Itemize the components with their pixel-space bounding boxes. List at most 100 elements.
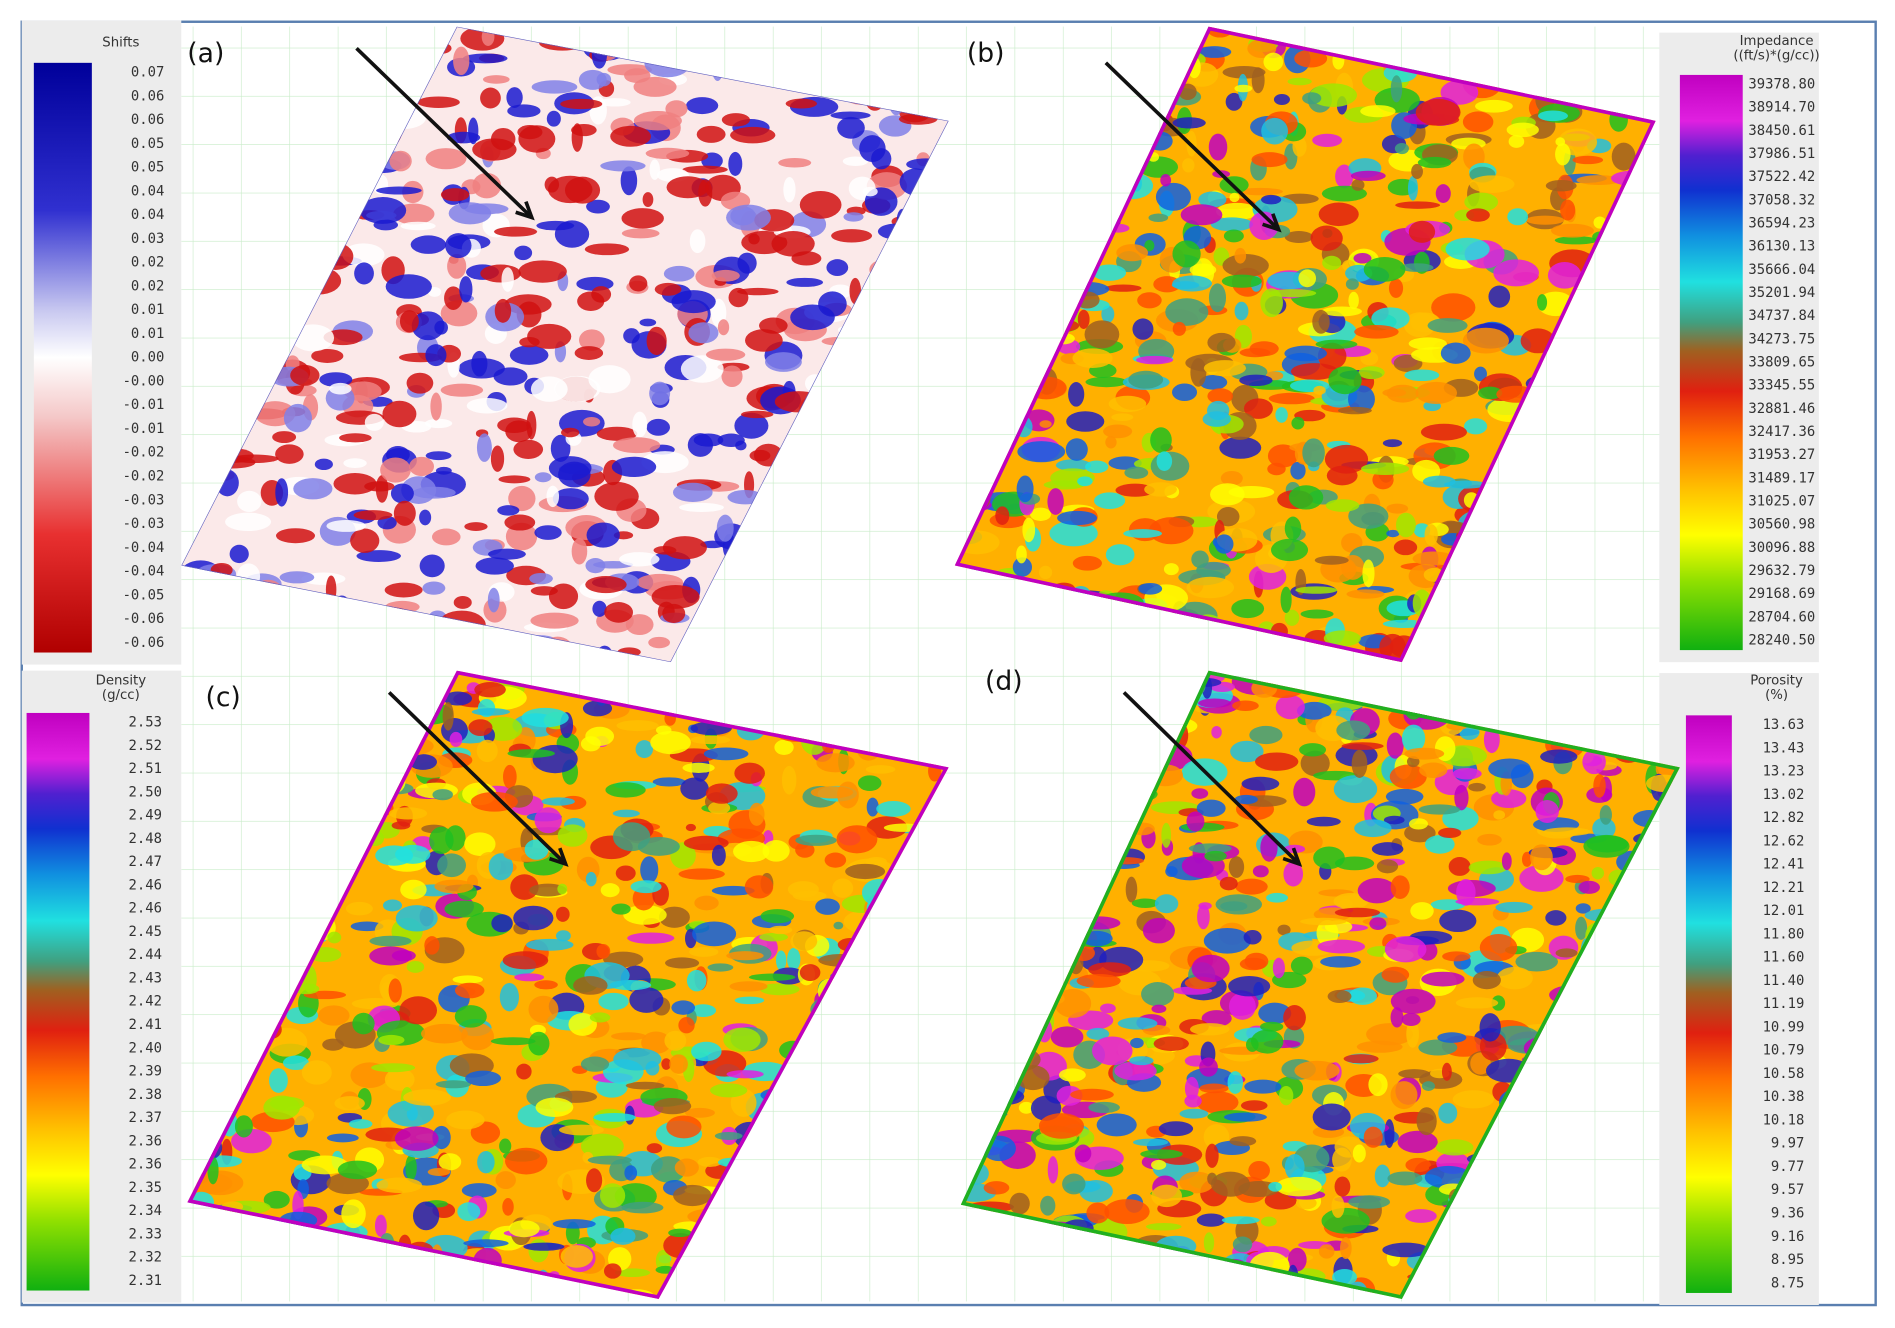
map-blob (790, 931, 818, 952)
map-blob (1399, 263, 1434, 272)
colorbar-label: 0.01 (131, 302, 164, 318)
colorbar-label: 37522.42 (1748, 169, 1815, 185)
map-blob (1358, 366, 1385, 380)
map-blob (600, 1183, 626, 1208)
map-blob (1057, 510, 1098, 526)
map-blob (1312, 133, 1343, 147)
map-blob (518, 260, 567, 283)
map-blob (646, 326, 667, 356)
map-blob (422, 581, 446, 595)
colorbar-label: 2.53 (129, 715, 162, 731)
map-blob (380, 457, 411, 483)
map-blob (411, 311, 445, 341)
map-blob (1094, 492, 1126, 509)
map-blob (1474, 366, 1487, 382)
map-blob (1313, 846, 1345, 870)
map-blob (592, 600, 607, 617)
map-blob (721, 113, 750, 127)
map-blob (635, 740, 654, 759)
map-blob (1333, 775, 1378, 804)
map-blob (501, 267, 514, 292)
colorbar-label: 30560.98 (1748, 517, 1815, 533)
map-blob (468, 719, 493, 736)
map-blob (749, 449, 771, 462)
map-blob (526, 410, 537, 440)
map-blob (390, 483, 414, 504)
map-blob (1232, 1236, 1253, 1253)
map-blob (1341, 742, 1384, 750)
map-blob (1420, 423, 1467, 441)
map-blob (319, 372, 353, 387)
map-blob (1079, 1179, 1113, 1203)
map-blob (843, 212, 864, 222)
map-blob (833, 921, 844, 930)
map-blob (1199, 374, 1228, 390)
map-blob (1104, 1199, 1150, 1225)
map-blob (275, 478, 289, 507)
map-blob (1016, 545, 1027, 564)
colorbar-unit: (g/cc) (102, 688, 140, 703)
map-blob (837, 116, 865, 139)
map-blob (1348, 987, 1378, 1005)
colorbar-label: 32881.46 (1748, 401, 1815, 417)
map-blob (669, 1054, 688, 1074)
colorbar-label: 9.16 (1771, 1229, 1804, 1245)
map-blob (696, 125, 726, 143)
map-blob (1272, 957, 1285, 979)
map-blob (842, 156, 869, 166)
map-blob (1191, 954, 1230, 983)
map-blob (642, 192, 654, 208)
map-blob (339, 433, 372, 443)
map-blob (541, 797, 575, 806)
map-blob (866, 797, 879, 817)
map-blob (276, 528, 316, 544)
map-blob (425, 148, 467, 170)
map-blob (1017, 441, 1066, 463)
map-blob (385, 274, 432, 299)
map-blob (1189, 1023, 1230, 1036)
map-blob (1163, 563, 1179, 576)
map-blob (580, 1056, 610, 1072)
map-blob (1440, 342, 1471, 364)
map-blob (1362, 559, 1375, 588)
colorbar-label: 0.01 (131, 326, 164, 342)
map-blob (1343, 1054, 1379, 1064)
map-blob (552, 488, 589, 510)
map-blob (524, 839, 549, 860)
map-blob (393, 500, 416, 526)
map-blob (454, 1005, 487, 1028)
colorbar-label: 11.40 (1763, 973, 1805, 989)
map-blob (716, 514, 734, 542)
map-blob (662, 536, 707, 560)
colorbar-label: 0.03 (131, 231, 164, 247)
map-blob (646, 1143, 663, 1154)
map-blob (630, 880, 662, 894)
colorbar-label: 2.45 (129, 924, 162, 940)
map-blob (529, 572, 553, 585)
map-blob (859, 135, 886, 163)
map-blob (1103, 424, 1133, 439)
map-blob (502, 1197, 514, 1216)
map-blob (1437, 1032, 1467, 1043)
map-blob (507, 749, 555, 758)
map-blob (1153, 276, 1181, 293)
map-blob (594, 481, 639, 511)
map-blob (389, 150, 412, 172)
map-blob (1314, 555, 1349, 565)
map-blob (1128, 370, 1164, 389)
map-blob (196, 1170, 244, 1196)
map-blob (734, 762, 765, 784)
map-blob (348, 1119, 373, 1129)
map-blob (708, 801, 731, 815)
map-blob (1288, 485, 1324, 510)
map-blob (1207, 1172, 1217, 1185)
map-blob (275, 444, 304, 464)
map-blob (611, 903, 631, 915)
map-blob (795, 834, 837, 846)
map-blob (1229, 192, 1240, 203)
map-blob (1085, 460, 1109, 474)
map-blob (1592, 817, 1616, 840)
map-blob (1306, 816, 1341, 827)
map-blob (612, 809, 640, 818)
